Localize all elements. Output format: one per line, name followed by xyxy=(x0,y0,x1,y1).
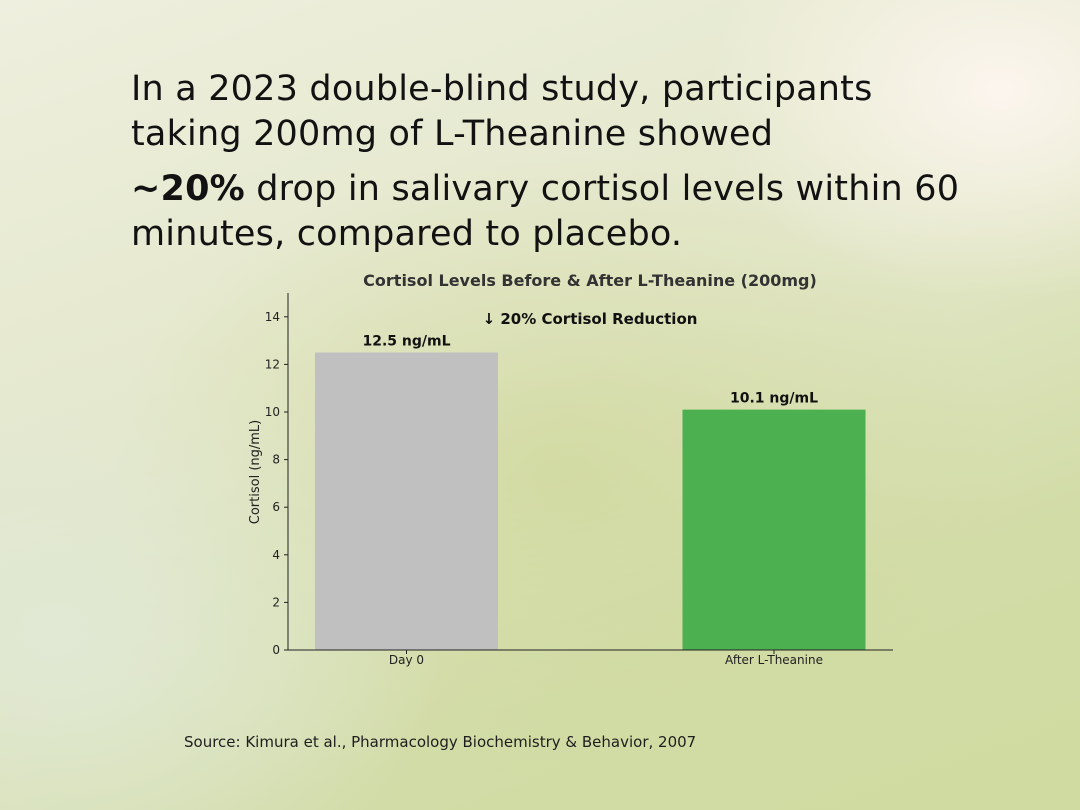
headline-line-2: ~20% drop in salivary cortisol levels wi… xyxy=(131,167,991,257)
headline-line-2-text: drop in salivary cortisol levels within … xyxy=(131,169,960,254)
bar-day-0 xyxy=(315,352,498,650)
y-tick-label: 8 xyxy=(272,453,280,467)
bar-data-label: 12.5 ng/mL xyxy=(362,334,450,350)
reduction-annotation: ↓ 20% Cortisol Reduction xyxy=(483,310,698,328)
y-tick-label: 0 xyxy=(272,643,280,657)
y-tick-label: 14 xyxy=(265,310,280,324)
y-axis-label: Cortisol (ng/mL) xyxy=(248,420,263,524)
y-tick-label: 12 xyxy=(265,357,280,371)
bar-data-label: 10.1 ng/mL xyxy=(730,391,818,407)
cortisol-bar-chart: Cortisol Levels Before & After L-Theanin… xyxy=(248,271,893,667)
chart-title: Cortisol Levels Before & After L-Theanin… xyxy=(363,271,817,290)
headline-emphasis: ~20% xyxy=(131,169,245,209)
bar-after-l-theanine xyxy=(682,409,866,650)
y-tick-label: 4 xyxy=(272,548,280,562)
headline-line-1: In a 2023 double-blind study, participan… xyxy=(131,69,873,154)
y-tick-label: 6 xyxy=(272,500,280,514)
x-tick-label: After L-Theanine xyxy=(725,653,823,667)
x-tick-label: Day 0 xyxy=(389,653,424,667)
source-citation: Source: Kimura et al., Pharmacology Bioc… xyxy=(184,733,697,751)
y-tick-label: 10 xyxy=(265,405,280,419)
y-tick-label: 2 xyxy=(272,595,280,609)
